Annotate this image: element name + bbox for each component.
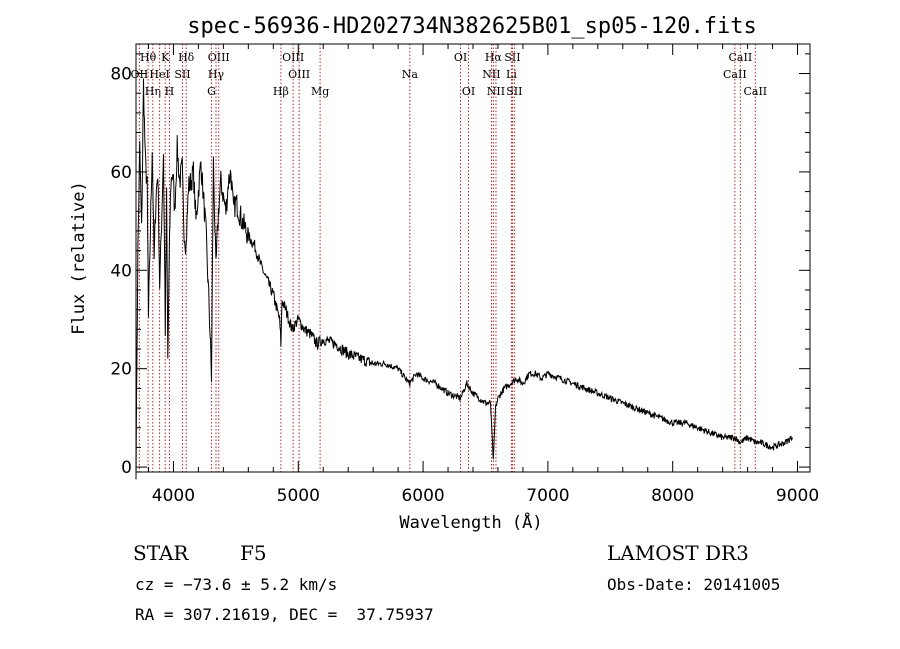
y-tick-label-4: 80 <box>110 65 132 85</box>
y-tick-label-3: 60 <box>110 163 132 183</box>
marker-label-22: NII <box>487 85 505 98</box>
marker-label-0: Hθ <box>140 51 157 64</box>
flux-line <box>135 78 793 480</box>
x-axis-label: Wavelength (Å) <box>399 511 542 533</box>
obs-date: Obs-Date: 20141005 <box>607 575 780 594</box>
marker-label-14: Mg <box>311 85 329 98</box>
marker-label-17: OI <box>462 85 475 98</box>
marker-label-4: HeI <box>149 68 169 81</box>
marker-label-25: CaII <box>723 68 747 81</box>
y-axis: 0 20 40 60 80 <box>110 53 810 478</box>
marker-label-19: SII <box>504 51 520 64</box>
coordinates: RA = 307.21619, DEC = 37.75937 <box>135 605 434 624</box>
x-axis: 4000 5000 6000 7000 8000 9000 <box>147 44 819 506</box>
marker-label-21: Li <box>506 68 517 81</box>
y-axis-label: Flux (relative) <box>69 181 89 335</box>
marker-label-24: CaII <box>729 51 753 64</box>
marker-label-16: OI <box>454 51 467 64</box>
subclass: F5 <box>240 541 267 565</box>
marker-label-13: Hβ <box>273 85 289 98</box>
x-tick-label-1: 5000 <box>277 486 320 506</box>
marker-label-12: OIII <box>288 68 310 81</box>
spectral-line-markers: Hθ OII Hη K HeI H Hδ SII OIII Hγ G OIII OIII Hβ Mg Na OI… <box>131 44 767 472</box>
marker-label-23: SII <box>506 85 522 98</box>
marker-label-3: K <box>161 51 170 64</box>
x-tick-label-3: 7000 <box>526 486 569 506</box>
marker-label-2: Hη <box>145 85 161 98</box>
marker-label-20: NII <box>482 68 500 81</box>
marker-label-10: G <box>207 85 216 98</box>
plot-frame <box>135 43 811 473</box>
marker-label-8: OIII <box>208 51 230 64</box>
marker-label-15: Na <box>402 68 419 81</box>
chart-title: spec-56936-HD202734N382625B01_sp05-120.f… <box>187 14 757 39</box>
x-tick-label-4: 8000 <box>651 486 694 506</box>
x-tick-label-5: 9000 <box>776 486 819 506</box>
marker-label-9: Hγ <box>208 68 225 81</box>
series-layer <box>135 78 793 480</box>
object-class: STAR <box>133 541 189 565</box>
marker-label-5: H <box>165 85 175 98</box>
x-tick-label-2: 6000 <box>401 486 444 506</box>
y-tick-label-2: 40 <box>110 261 132 281</box>
survey-name: LAMOST DR3 <box>607 541 749 565</box>
y-tick-label-1: 20 <box>110 360 132 380</box>
marker-label-7: SII <box>174 68 190 81</box>
y-tick-label-0: 0 <box>121 458 132 478</box>
marker-label-6: Hδ <box>178 51 195 64</box>
marker-label-18: Hα <box>485 51 503 64</box>
marker-label-11: OIII <box>282 51 304 64</box>
x-tick-label-0: 4000 <box>152 486 195 506</box>
marker-label-1: OII <box>131 68 149 81</box>
marker-label-26: CaII <box>743 85 767 98</box>
redshift-text: cz = −73.6 ± 5.2 km/s <box>135 575 337 594</box>
